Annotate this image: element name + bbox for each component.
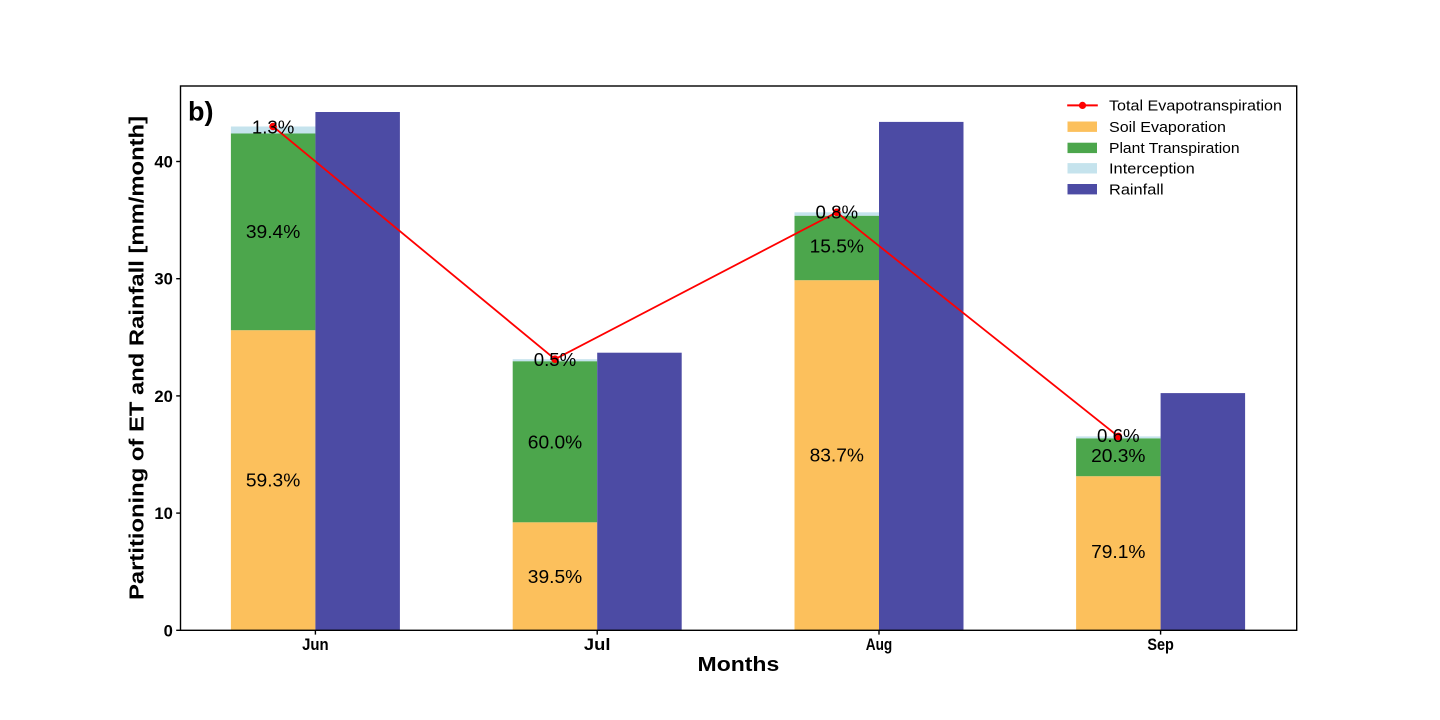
svg-text:60.0%: 60.0% (528, 431, 582, 452)
svg-text:0.8%: 0.8% (816, 202, 859, 223)
svg-text:15.5%: 15.5% (810, 235, 864, 256)
svg-text:39.4%: 39.4% (246, 221, 300, 242)
svg-text:Months: Months (698, 654, 780, 676)
svg-text:Jun: Jun (302, 635, 329, 654)
svg-text:39.5%: 39.5% (528, 566, 582, 587)
svg-text:40: 40 (154, 153, 172, 172)
svg-text:10: 10 (154, 504, 172, 523)
svg-text:Rainfall: Rainfall (1109, 182, 1164, 198)
svg-text:30: 30 (154, 270, 172, 289)
svg-text:b): b) (188, 96, 214, 126)
svg-text:Partitioning of ET and Rainfal: Partitioning of ET and Rainfall [mm/mont… (127, 116, 149, 600)
svg-text:Total Evapotranspiration: Total Evapotranspiration (1109, 99, 1282, 115)
svg-text:1.3%: 1.3% (252, 117, 295, 138)
svg-text:0: 0 (164, 621, 173, 640)
svg-text:20.3%: 20.3% (1091, 445, 1145, 466)
svg-text:20: 20 (154, 387, 172, 406)
svg-text:Sep: Sep (1147, 635, 1174, 654)
svg-text:79.1%: 79.1% (1091, 541, 1145, 562)
svg-text:Interception: Interception (1109, 162, 1195, 178)
svg-text:Jul: Jul (584, 635, 611, 654)
svg-text:Aug: Aug (866, 635, 893, 654)
svg-text:83.7%: 83.7% (810, 445, 864, 466)
svg-text:Plant Transpiration: Plant Transpiration (1109, 141, 1240, 157)
svg-text:0.5%: 0.5% (534, 349, 577, 370)
svg-text:59.3%: 59.3% (246, 470, 300, 491)
svg-text:Soil Evaporation: Soil Evaporation (1109, 120, 1226, 136)
svg-text:0.6%: 0.6% (1097, 425, 1140, 446)
